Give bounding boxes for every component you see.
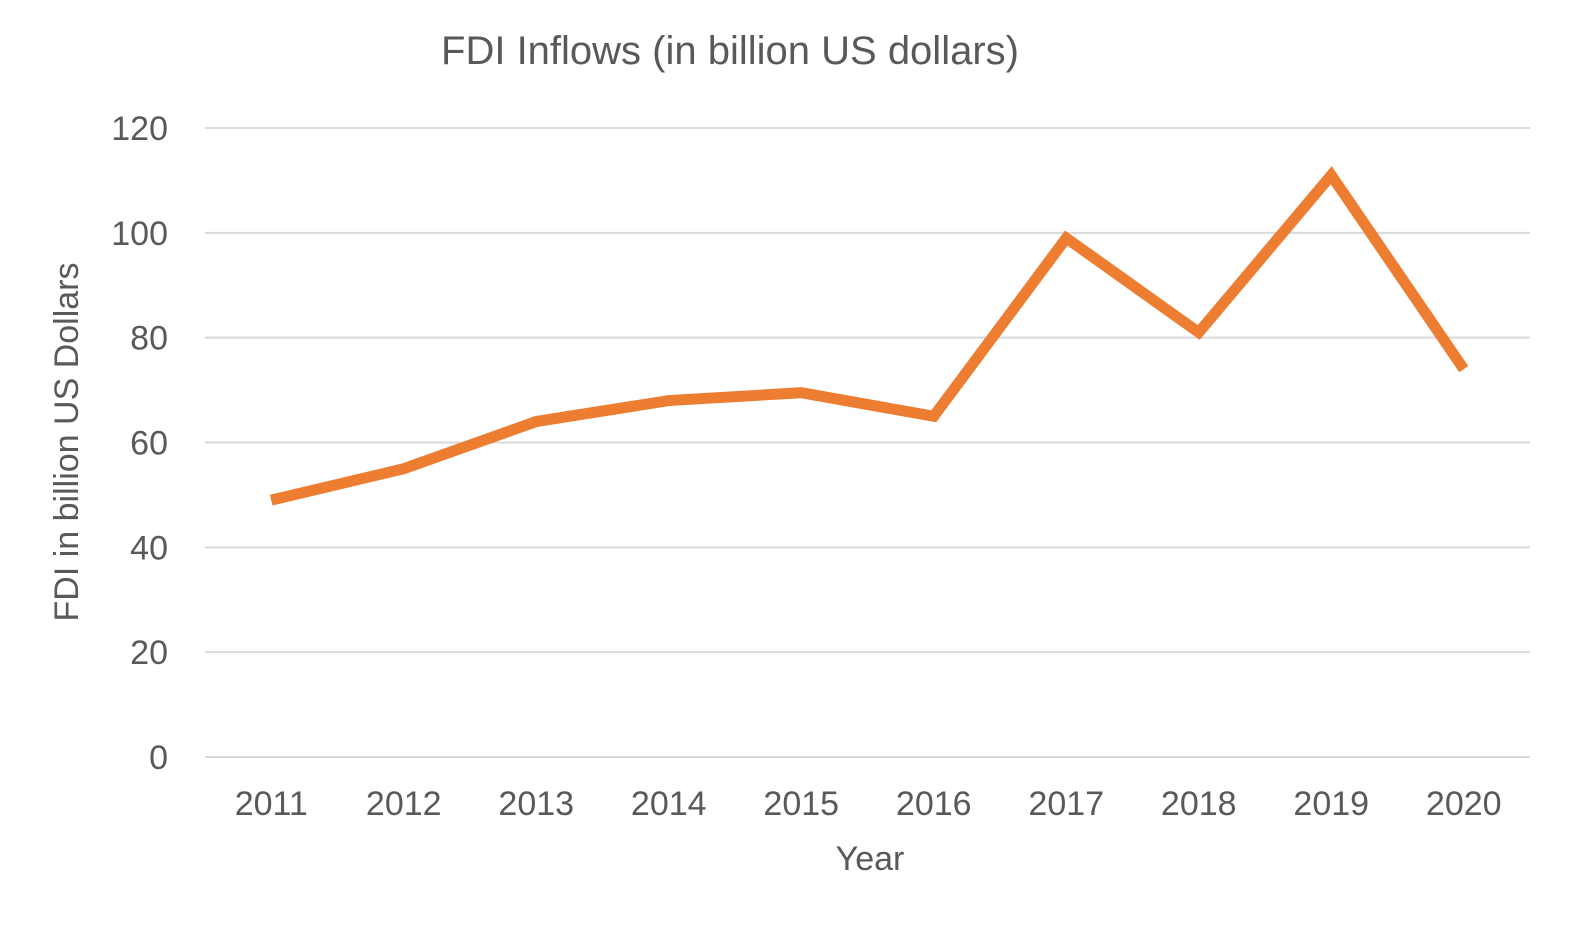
x-tick-label: 2014 [631, 785, 707, 823]
data-point [1330, 174, 1332, 176]
data-point [1065, 237, 1067, 239]
y-tick-label: 40 [130, 529, 168, 567]
data-point [535, 421, 537, 423]
series-group [269, 166, 1469, 506]
data-point [933, 415, 935, 417]
x-axis-title: Year [836, 840, 905, 878]
gridlines [205, 127, 1530, 758]
data-point [403, 468, 405, 470]
x-tick-label: 2012 [366, 785, 442, 823]
y-tick-label: 120 [111, 110, 168, 148]
x-tick-label: 2015 [763, 785, 839, 823]
chart-title: FDI Inflows (in billion US dollars) [441, 29, 1019, 73]
data-point [1198, 331, 1200, 333]
data-point [800, 392, 802, 394]
data-point [1463, 368, 1465, 370]
y-axis-title: FDI in billion US Dollars [48, 263, 86, 622]
y-tick-label: 0 [149, 739, 168, 777]
y-tick-label: 100 [111, 215, 168, 253]
x-tick-label: 2020 [1426, 785, 1502, 823]
y-tick-label: 80 [130, 320, 168, 358]
data-point [270, 499, 272, 501]
x-tick-label: 2019 [1293, 785, 1369, 823]
series-line [269, 166, 1469, 506]
x-tick-label: 2017 [1028, 785, 1104, 823]
x-tick-label: 2011 [235, 785, 308, 823]
y-axis-ticks: 0 20 40 60 80 100 120 [111, 110, 168, 777]
x-tick-label: 2018 [1161, 785, 1237, 823]
y-tick-label: 20 [130, 634, 168, 672]
x-tick-label: 2013 [498, 785, 574, 823]
y-tick-label: 60 [130, 425, 168, 463]
x-axis-ticks: 2011 2012 2013 2014 2015 2016 2017 2018 2019 2020 [235, 785, 1502, 823]
x-tick-label: 2016 [896, 785, 972, 823]
data-point [668, 400, 670, 402]
